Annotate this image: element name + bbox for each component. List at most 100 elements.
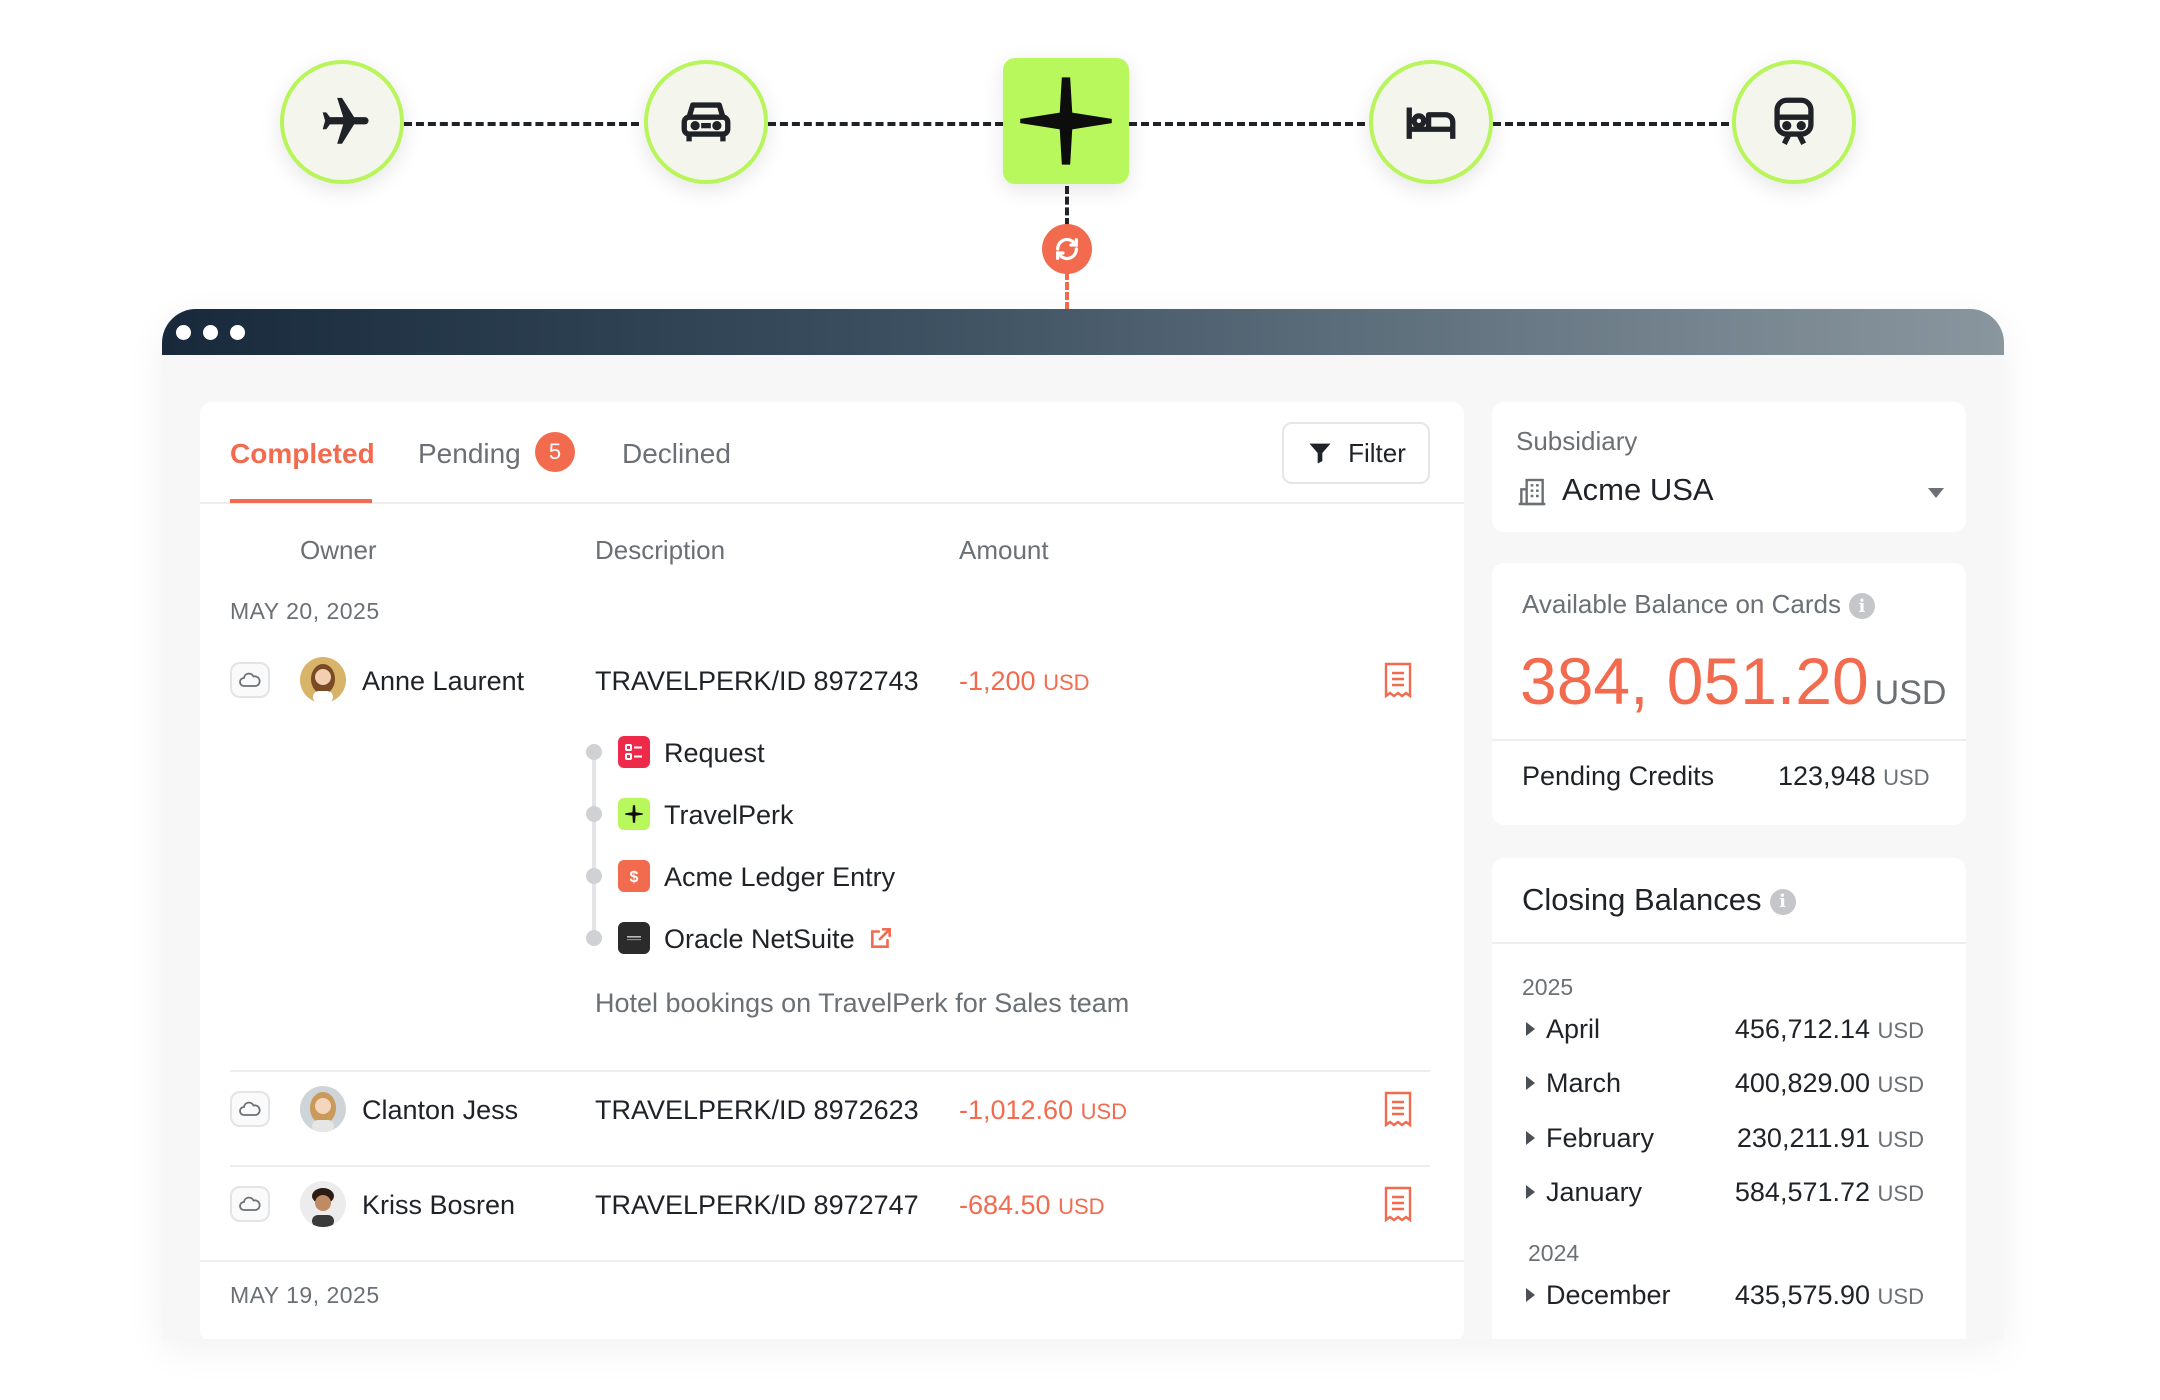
month-amount: 230,211.91 — [1736, 1123, 1871, 1153]
avatar — [300, 657, 346, 703]
month-amount: 400,829.00 — [1734, 1068, 1871, 1098]
column-header-owner: Owner — [300, 535, 377, 565]
expand-triangle-icon — [1526, 1131, 1535, 1145]
month-currency: USD — [1877, 1072, 1924, 1097]
month-row[interactable]: January 584,571.72 USD — [1522, 1173, 1942, 1213]
balance-value: 384, 051.20 USD — [1520, 643, 1946, 719]
app-window: Completed Pending 5 Declined Filter Owne… — [162, 309, 2004, 1339]
month-row[interactable]: December 435,575.90 USD — [1522, 1276, 1942, 1316]
divider — [1492, 739, 1966, 741]
request-icon — [618, 736, 650, 768]
date-group-label: MAY 19, 2025 — [230, 1282, 380, 1308]
month-amount: 435,575.90 — [1734, 1280, 1871, 1310]
month-row[interactable]: April 456,712.14 USD — [1522, 1010, 1942, 1050]
receipt-icon[interactable] — [1383, 1186, 1413, 1222]
month-value: 456,712.14 USD — [1735, 1014, 1924, 1045]
row-divider — [230, 1070, 1430, 1072]
window-dot — [203, 324, 218, 340]
month-row[interactable]: March 400,829.00 USD — [1522, 1064, 1942, 1104]
month-label: March — [1546, 1068, 1622, 1098]
avatar — [300, 1086, 346, 1132]
plane-icon — [280, 60, 404, 184]
flow-connector — [1129, 122, 1365, 126]
cloud-sync-icon — [230, 1186, 270, 1222]
pending-count-badge: 5 — [535, 432, 575, 472]
travelperk-logo-icon — [1003, 58, 1129, 184]
closing-balances-title: Closing Balances i — [1522, 882, 1796, 918]
record-chain-line — [592, 744, 596, 934]
chain-dot — [586, 930, 602, 946]
flow-connector-vertical — [1065, 272, 1069, 310]
filter-button[interactable]: Filter — [1282, 422, 1430, 484]
balance-label-text: Available Balance on Cards — [1522, 589, 1841, 619]
expand-triangle-icon — [1526, 1288, 1535, 1302]
external-link-icon[interactable] — [868, 925, 894, 951]
table-row[interactable]: Anne Laurent TRAVELPERK/ID 8972743 -1,20… — [230, 650, 1430, 710]
table-row[interactable]: Kriss Bosren TRAVELPERK/ID 8972747 -684.… — [230, 1174, 1430, 1234]
chain-dot — [586, 744, 602, 760]
receipt-icon[interactable] — [1383, 1091, 1413, 1127]
transaction-memo: Hotel bookings on TravelPerk for Sales t… — [595, 988, 1130, 1018]
chain-dot — [586, 868, 602, 884]
amount-currency: USD — [1080, 1099, 1128, 1124]
active-tab-indicator — [230, 499, 372, 503]
month-currency: USD — [1877, 1127, 1924, 1152]
avatar — [300, 1181, 346, 1227]
month-label: December — [1546, 1280, 1671, 1310]
month-value: 400,829.00 USD — [1735, 1068, 1924, 1099]
month-amount: 584,571.72 — [1734, 1177, 1871, 1207]
owner-name: Clanton Jess — [362, 1095, 519, 1125]
chevron-down-icon — [1928, 488, 1944, 498]
balance-currency: USD — [1874, 674, 1947, 712]
cloud-sync-icon — [230, 1091, 270, 1127]
pending-credits-currency: USD — [1883, 765, 1930, 790]
chain-label: Oracle NetSuite — [664, 924, 894, 955]
pending-credits-label: Pending Credits — [1522, 761, 1715, 791]
month-label: February — [1546, 1123, 1655, 1153]
flow-connector — [1493, 122, 1729, 126]
table-row[interactable]: Clanton Jess TRAVELPERK/ID 8972623 -1,01… — [230, 1079, 1430, 1139]
chain-dot — [586, 806, 602, 822]
transaction-amount: -684.50 USD — [959, 1190, 1105, 1221]
closing-balances-card: Closing Balances i 2025 April 456,712.14 … — [1492, 858, 1966, 1339]
year-label: 2025 — [1522, 974, 1574, 1000]
bed-icon — [1369, 60, 1493, 184]
info-icon[interactable]: i — [1769, 888, 1796, 915]
date-group-label: MAY 20, 2025 — [230, 598, 380, 624]
transaction-amount: -1,200 USD — [959, 666, 1090, 697]
receipt-icon[interactable] — [1383, 662, 1413, 698]
divider — [1492, 942, 1966, 944]
month-value: 435,575.90 USD — [1735, 1280, 1924, 1311]
travelperk-icon — [618, 798, 650, 830]
pending-credits-amount: 123,948 — [1778, 761, 1876, 791]
transaction-tabs: Completed Pending 5 Declined Filter — [200, 402, 1464, 504]
tab-declined[interactable]: Declined — [622, 438, 731, 469]
month-currency: USD — [1877, 1284, 1924, 1309]
dollar-icon: $ — [618, 860, 650, 892]
column-header-description: Description — [595, 535, 726, 565]
amount-value: -684.50 — [959, 1190, 1051, 1220]
chain-label: Request — [664, 738, 765, 768]
chain-label: TravelPerk — [664, 800, 794, 830]
flow-connector — [768, 122, 1003, 126]
subsidiary-select[interactable]: Subsidiary Acme USA — [1492, 402, 1966, 532]
expand-triangle-icon — [1526, 1076, 1535, 1090]
expand-triangle-icon — [1526, 1185, 1535, 1199]
tab-pending[interactable]: Pending — [418, 438, 521, 469]
transaction-description: TRAVELPERK/ID 8972743 — [595, 666, 919, 696]
month-currency: USD — [1877, 1181, 1924, 1206]
month-row[interactable]: February 230,211.91 USD — [1522, 1119, 1942, 1159]
amount-currency: USD — [1058, 1194, 1105, 1219]
sync-icon — [1042, 224, 1092, 274]
flow-connector — [404, 122, 639, 126]
flow-connector-vertical — [1065, 186, 1069, 226]
row-divider — [200, 1260, 1464, 1262]
year-label: 2024 — [1528, 1240, 1580, 1266]
balance-amount: 384, 051.20 — [1520, 644, 1869, 718]
month-label: April — [1546, 1014, 1601, 1044]
transaction-description: TRAVELPERK/ID 8972747 — [595, 1190, 919, 1220]
info-icon[interactable]: i — [1848, 593, 1875, 620]
tab-completed[interactable]: Completed — [230, 438, 375, 469]
oracle-netsuite-icon — [618, 922, 650, 954]
balance-label: Available Balance on Cards i — [1522, 589, 1875, 620]
